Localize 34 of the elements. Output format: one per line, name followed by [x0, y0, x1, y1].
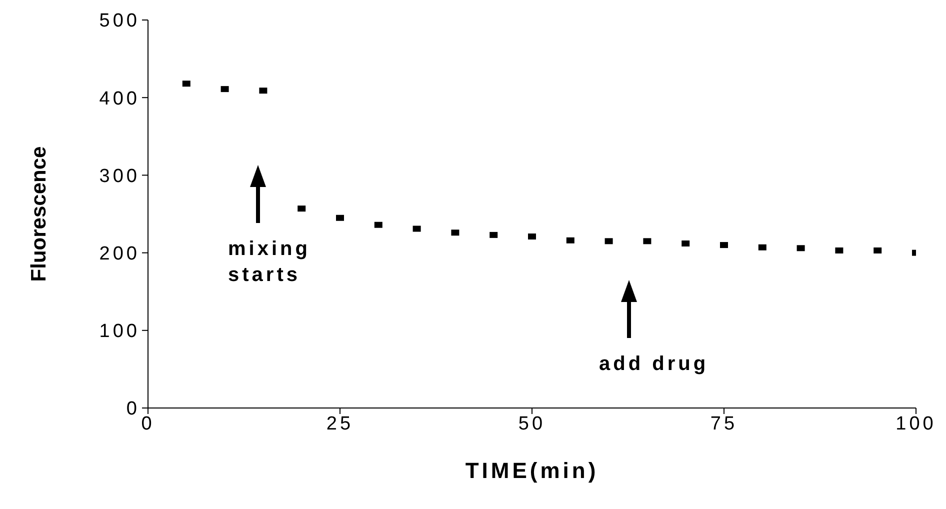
x-tick-label: 0 [141, 413, 155, 434]
y-tick-label: 400 [99, 88, 140, 110]
point [298, 206, 306, 212]
point [220, 86, 229, 92]
point [374, 222, 382, 228]
point [490, 232, 498, 238]
x-tick-label: 25 [326, 413, 354, 434]
x-tick-label: 100 [896, 413, 936, 434]
y-tick-label: 500 [99, 10, 140, 32]
point [412, 226, 421, 232]
point [566, 237, 574, 244]
point [182, 80, 190, 87]
point [835, 247, 844, 254]
point [451, 230, 460, 236]
annotation: mixing starts [228, 238, 310, 286]
point [874, 247, 882, 254]
x-tick-label: 50 [518, 413, 546, 434]
annotation: add drug [599, 353, 709, 375]
y-tick-label: 300 [99, 166, 140, 187]
x-tick-label: 75 [710, 413, 738, 434]
point [336, 214, 344, 221]
point [758, 244, 766, 250]
y-tick-label: 200 [99, 244, 140, 265]
y-axis-title: Fluorescence [27, 146, 50, 282]
point [528, 234, 536, 240]
point [796, 245, 805, 252]
point [720, 242, 728, 248]
y-tick-label: 0 [126, 398, 140, 420]
y-tick-label: 100 [99, 321, 140, 342]
x-axis-title: TIME(min) [465, 458, 599, 483]
point [604, 238, 613, 244]
point [643, 238, 652, 244]
point [682, 240, 690, 246]
point [259, 88, 268, 94]
